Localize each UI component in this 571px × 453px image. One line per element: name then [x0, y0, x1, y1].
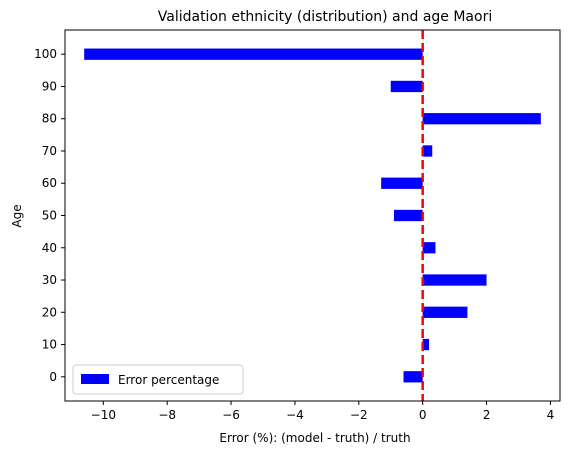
chart-title: Validation ethnicity (distribution) and …: [158, 9, 492, 25]
bar-age-10: [422, 338, 430, 351]
x-tick-label: −10: [91, 408, 116, 422]
x-tick-label: 0: [419, 408, 427, 422]
legend: Error percentage: [72, 364, 244, 395]
legend-swatch: [81, 374, 109, 384]
x-axis-label: Error (%): (model - truth) / truth: [219, 431, 410, 445]
y-tick-label: 10: [42, 338, 57, 352]
y-tick-label: 0: [49, 370, 57, 384]
x-tick-label: −2: [350, 408, 368, 422]
legend-label: Error percentage: [118, 373, 219, 387]
x-tick-label: 2: [483, 408, 491, 422]
y-tick-label: 90: [42, 79, 57, 93]
x-tick-label: −8: [158, 408, 176, 422]
bar-age-0: [403, 371, 423, 383]
y-tick-label: 60: [42, 176, 57, 190]
bar-age-40: [422, 242, 436, 254]
y-tick-label: 50: [42, 209, 57, 223]
y-tick-label: 20: [42, 305, 57, 319]
x-tick-label: −4: [286, 408, 304, 422]
bar-age-90: [390, 80, 423, 93]
y-tick-label: 70: [42, 144, 57, 158]
plot-frame: [64, 29, 561, 402]
x-tick-label: 4: [547, 408, 555, 422]
y-tick-label: 80: [42, 112, 57, 126]
y-tick-label: 100: [34, 47, 57, 61]
bar-age-30: [422, 274, 487, 286]
bar-age-50: [393, 209, 423, 222]
bar-age-60: [381, 177, 423, 189]
y-axis-label: Age: [10, 204, 24, 227]
y-tick-label: 40: [42, 241, 57, 255]
bar-age-80: [422, 113, 541, 125]
x-tick-label: −6: [222, 408, 240, 422]
bars-group: [84, 48, 541, 383]
legend-frame: [72, 364, 244, 395]
y-tick-label: 30: [42, 273, 57, 287]
bar-age-20: [422, 306, 468, 318]
bar-age-100: [84, 48, 423, 60]
bar-age-70: [422, 145, 433, 157]
